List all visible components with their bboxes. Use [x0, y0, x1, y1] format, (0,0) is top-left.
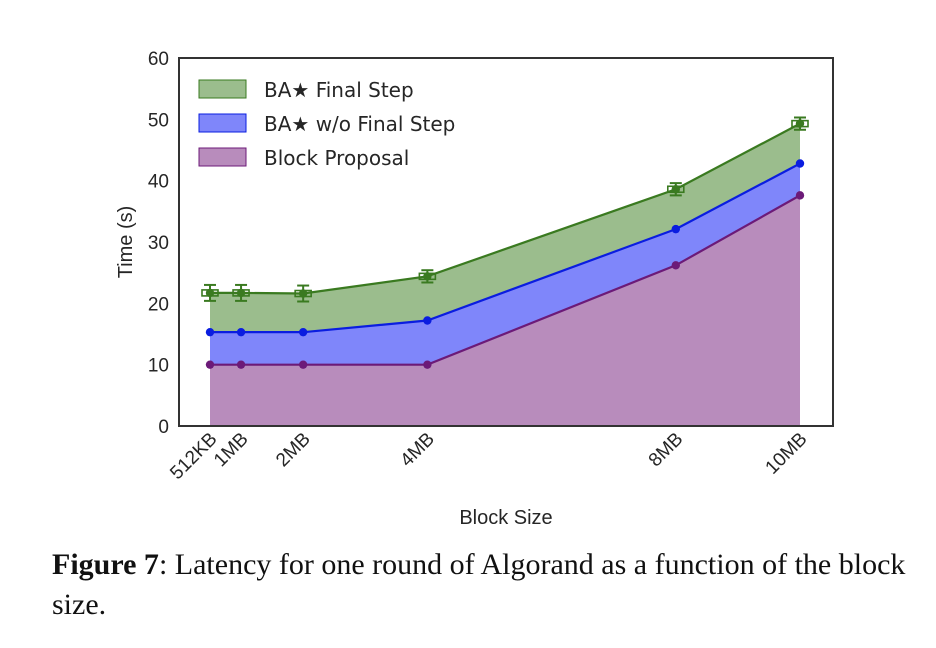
- x-tick-label: 8MB: [645, 429, 687, 471]
- x-tick-label: 10MB: [762, 429, 812, 479]
- legend-swatch: [198, 147, 247, 167]
- y-tick-label: 50: [148, 110, 169, 131]
- y-tick-label: 10: [148, 356, 169, 377]
- data-point: [298, 360, 308, 369]
- data-point: [795, 191, 805, 200]
- data-point: [423, 316, 432, 325]
- y-axis-label: Time (s): [115, 206, 137, 279]
- figure-caption: Figure 7: Latency for one round of Algor…: [52, 545, 912, 625]
- y-tick-label: 60: [148, 49, 169, 70]
- series-lines: [210, 122, 801, 366]
- data-point: [671, 224, 680, 234]
- data-point: [205, 288, 215, 298]
- data-point: [298, 289, 308, 298]
- data-point: [205, 360, 215, 369]
- y-tick-label: 40: [148, 172, 169, 193]
- data-point: [671, 261, 680, 270]
- data-point: [795, 119, 805, 128]
- x-tick-label: 1MB: [210, 429, 252, 471]
- y-tick-labels: 0 10 20 30 40 50 60: [148, 49, 169, 438]
- data-point: [795, 159, 805, 168]
- legend-label: BA★ w/o Final Step: [264, 112, 455, 136]
- data-point: [298, 327, 308, 337]
- x-axis-label: Block Size: [459, 507, 552, 529]
- data-point: [423, 360, 432, 369]
- figure-label: Figure 7: [52, 548, 159, 581]
- data-point: [236, 360, 246, 369]
- area-ba-w-o-final-step: [210, 163, 800, 365]
- data-point: [671, 185, 680, 194]
- x-tick-label: 4MB: [396, 429, 438, 471]
- area-layers: [210, 123, 800, 426]
- area-ba-final-step: [210, 123, 800, 333]
- caption-text: : Latency for one round of Algorand as a…: [52, 548, 906, 621]
- legend-swatch: [198, 79, 247, 99]
- legend-label: BA★ Final Step: [264, 78, 414, 102]
- legend-swatch: [198, 113, 247, 133]
- plot-frame: [178, 57, 834, 427]
- x-tick-label: 2MB: [272, 429, 314, 471]
- y-tick-label: 30: [148, 233, 169, 254]
- data-point: [423, 272, 432, 281]
- series-markers: [201, 116, 809, 369]
- area-block-proposal: [210, 195, 800, 426]
- line-block-proposal: [210, 194, 801, 366]
- y-tick-label: 20: [148, 294, 169, 315]
- legend-label: Block Proposal: [264, 146, 409, 170]
- legend: BA★ Final Step BA★ w/o Final Step Block Pr…: [198, 78, 455, 170]
- data-point: [236, 327, 246, 337]
- line-ba-final-step: [210, 122, 801, 295]
- y-tick-label: 0: [158, 417, 169, 438]
- data-point: [236, 288, 246, 298]
- data-point: [205, 327, 215, 337]
- line-ba-w-o-final-step: [210, 162, 801, 334]
